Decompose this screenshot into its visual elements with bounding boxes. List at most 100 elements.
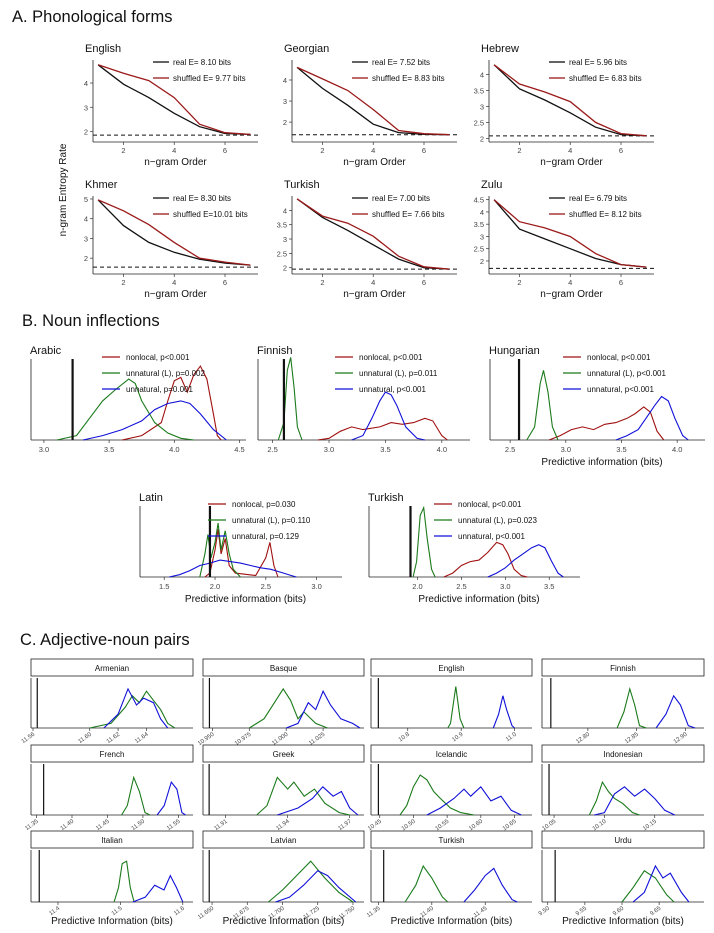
y-tick-label: 3.5 bbox=[277, 221, 287, 230]
adjnoun-panel-armenian: Armenian 11.56 11.60 11.62 11.64 bbox=[21, 658, 194, 745]
x-tick-label: 11.62 bbox=[106, 731, 122, 745]
x-tick-label: 9.65 bbox=[649, 905, 663, 917]
x-tick-label: 4 bbox=[568, 146, 572, 155]
x-tick-label: 11.45 bbox=[95, 818, 111, 832]
ngram-panel-zulu: Zulu 2 2.5 3 3.5 4 4.5 2 4 6 real E= 6.79 bits shuf… bbox=[474, 179, 654, 300]
x-tick-label: 2.5 bbox=[267, 445, 277, 454]
facet-title: French bbox=[100, 750, 125, 759]
adjnoun-panel-french: French 11.35 11.40 11.45 11.50 11.55 bbox=[24, 744, 194, 832]
density-curve-nonlocal bbox=[317, 417, 448, 441]
y-tick-label: 2.5 bbox=[277, 249, 287, 258]
x-axis-label: n−gram Order bbox=[144, 289, 207, 300]
y-tick-label: 2.5 bbox=[474, 245, 484, 254]
section-title-b: B. Noun inflections bbox=[22, 312, 160, 330]
x-tick-label: 2 bbox=[517, 146, 521, 155]
x-tick-label: 3.5 bbox=[104, 445, 114, 454]
x-tick-label: 11.91 bbox=[213, 818, 229, 832]
x-tick-label: 3.5 bbox=[544, 582, 554, 591]
y-tick-label: 3.5 bbox=[474, 86, 484, 95]
x-tick-label: 10.9 bbox=[451, 731, 465, 743]
x-tick-label: 10.65 bbox=[502, 818, 518, 832]
facet-title: Finnish bbox=[610, 664, 636, 673]
facet-strip bbox=[541, 658, 705, 677]
inflection-panel-turkish: Turkish 2.0 2.5 3.0 3.5 nonlocal, p<0.001 unna… bbox=[368, 492, 580, 605]
x-tick-label: 10.55 bbox=[435, 818, 451, 832]
x-tick-label: 2 bbox=[517, 278, 521, 287]
legend-label: real E= 7.52 bits bbox=[372, 58, 430, 67]
facet-strip bbox=[541, 830, 705, 849]
y-tick-label: 4.5 bbox=[474, 196, 484, 205]
ngram-panel-khmer: Khmer 2 3 4 5 2 4 6 real E= 8.30 bits shuffled E=… bbox=[84, 179, 258, 300]
y-tick-label: 3 bbox=[84, 234, 88, 243]
density-curve-unnatural-l bbox=[121, 775, 151, 816]
x-axis-label: Predictive Information (bits) bbox=[562, 916, 684, 927]
x-tick-label: 4 bbox=[172, 278, 176, 287]
density-curve-unnatural bbox=[655, 694, 696, 729]
adjnoun-panel-indonesian: Indonesian 10.05 10.10 10.15 bbox=[541, 744, 705, 832]
x-tick-label: 11.40 bbox=[60, 818, 76, 832]
density-curve-unnatural bbox=[426, 785, 522, 816]
density-curve-unnatural bbox=[103, 687, 169, 729]
facet-strip bbox=[202, 744, 365, 763]
x-tick-label: 4.0 bbox=[672, 445, 682, 454]
legend-label: unnatural (L), p=0.110 bbox=[232, 516, 311, 525]
x-tick-label: 4.5 bbox=[234, 445, 244, 454]
facet-strip bbox=[370, 658, 533, 677]
legend-label: unnatural, p=0.129 bbox=[232, 532, 299, 541]
inflection-panel-arabic: Arabic 3.0 3.5 4.0 4.5 nonlocal, p<0.001 unnat… bbox=[30, 345, 246, 454]
adjnoun-panel-finnish: Finnish 12.80 12.85 12.90 bbox=[541, 658, 705, 745]
x-tick-label: 11.55 bbox=[166, 818, 182, 832]
x-tick-label: 3.5 bbox=[380, 445, 390, 454]
y-tick-label: 3 bbox=[283, 97, 287, 106]
legend-label: shuffled E= 9.77 bits bbox=[173, 74, 246, 83]
x-tick-label: 2.5 bbox=[456, 582, 466, 591]
x-tick-label: 11.60 bbox=[77, 731, 93, 745]
facet-title: Italian bbox=[101, 836, 122, 845]
x-tick-label: 11.35 bbox=[366, 905, 382, 919]
density-curve-unnatural-l bbox=[616, 686, 647, 729]
series-line-shuffled bbox=[97, 64, 251, 136]
adjnoun-panel-english: English 10.8 10.9 11.0 bbox=[370, 658, 533, 743]
x-axis-label: Predictive Information (bits) bbox=[51, 916, 173, 927]
density-curve-nonlocal bbox=[548, 406, 665, 441]
legend-label: real E= 8.10 bits bbox=[173, 58, 231, 67]
panel-title: Georgian bbox=[284, 43, 329, 55]
x-axis-label: n−gram Order bbox=[540, 157, 603, 168]
x-axis-label: n−gram Order bbox=[144, 157, 207, 168]
series-line-shuffled bbox=[493, 64, 647, 137]
series-line-real bbox=[97, 199, 251, 266]
x-tick-label: 6 bbox=[619, 146, 623, 155]
density-curve-unnatural bbox=[351, 391, 426, 441]
y-tick-label: 2 bbox=[480, 257, 484, 266]
density-curve-unnatural-l bbox=[447, 686, 465, 729]
facet-title: Armenian bbox=[95, 664, 129, 673]
x-tick-label: 11.0 bbox=[505, 731, 518, 743]
facet-strip bbox=[370, 744, 533, 763]
x-tick-label: 11.025 bbox=[308, 731, 327, 747]
y-tick-label: 3 bbox=[84, 103, 88, 112]
panel-title: Turkish bbox=[284, 179, 320, 191]
density-curve-unnatural bbox=[487, 544, 564, 578]
series-line-shuffled bbox=[493, 199, 647, 268]
facet-title: Indonesian bbox=[603, 750, 642, 759]
x-tick-label: 10.10 bbox=[592, 818, 608, 832]
legend-label: nonlocal, p<0.001 bbox=[359, 353, 423, 362]
x-tick-label: 11.35 bbox=[24, 818, 40, 832]
density-curve-unnatural bbox=[492, 695, 515, 729]
x-tick-label: 4 bbox=[172, 146, 176, 155]
legend-label: real E= 7.00 bits bbox=[372, 194, 430, 203]
facet-strip bbox=[30, 830, 194, 849]
ngram-panel-turkish: Turkish 2 2.5 3 3.5 4 2 4 6 real E= 7.00 bits shuf… bbox=[277, 179, 457, 300]
x-tick-label: 10.15 bbox=[642, 818, 658, 832]
density-curve-unnatural bbox=[286, 689, 361, 729]
y-tick-label: 2 bbox=[480, 134, 484, 143]
facet-title: Greek bbox=[273, 750, 296, 759]
x-tick-label: 12.90 bbox=[673, 731, 689, 745]
y-tick-label: 2 bbox=[84, 128, 88, 137]
x-tick-label: 9.50 bbox=[538, 905, 552, 917]
x-tick-label: 3.0 bbox=[39, 445, 49, 454]
x-tick-label: 4 bbox=[371, 146, 375, 155]
density-curve-unnatural bbox=[82, 400, 227, 441]
